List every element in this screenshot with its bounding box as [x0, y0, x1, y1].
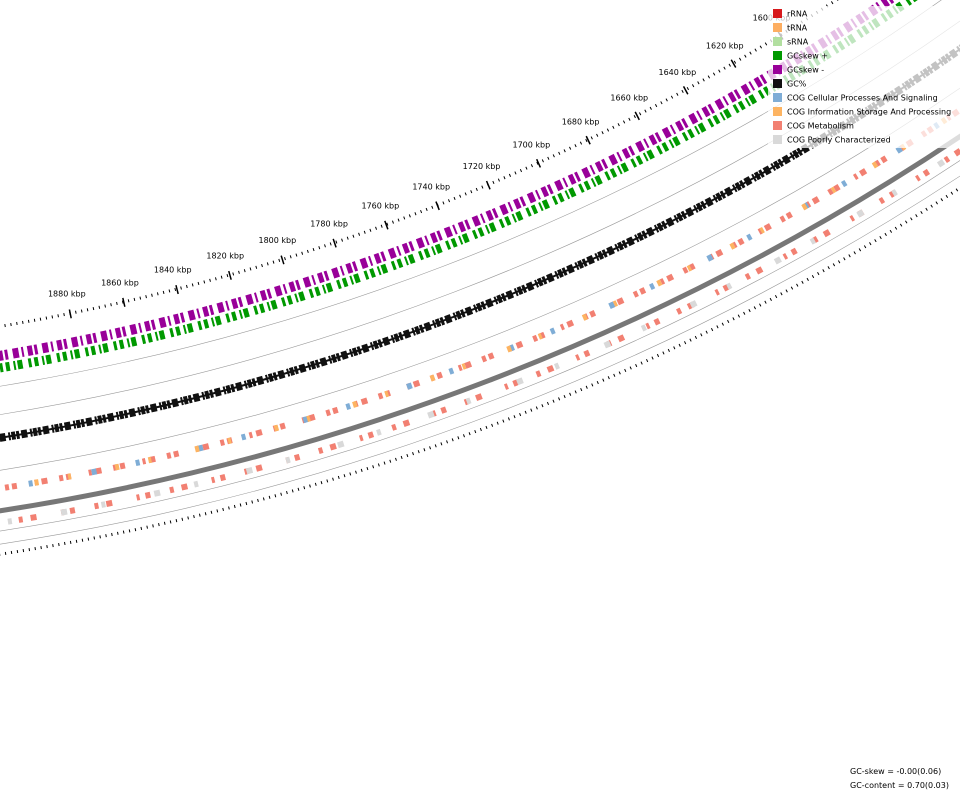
major-tick	[485, 180, 491, 190]
major-tick	[730, 59, 737, 68]
legend-label: COG Information Storage And Processing	[787, 108, 951, 117]
tick-label: 1640 kbp	[658, 68, 696, 77]
legend-swatch	[773, 65, 782, 74]
tick-label: 1620 kbp	[706, 41, 744, 50]
legend-label: GCskew -	[787, 66, 824, 75]
legend-swatch	[773, 37, 782, 46]
legend-swatch	[773, 79, 782, 88]
major-tick	[332, 238, 337, 248]
gc-skew-positive	[0, 0, 898, 361]
track-separator	[0, 175, 960, 545]
tick-label: 1680 kbp	[562, 117, 600, 126]
major-tick	[535, 158, 542, 168]
tick-label: 1660 kbp	[610, 93, 648, 102]
major-tick	[175, 284, 179, 295]
gc-content-summary: GC-content = 0.70(0.03)	[850, 781, 949, 790]
tick-label: 1820 kbp	[206, 252, 244, 261]
legend-label: sRNA	[787, 38, 809, 47]
major-tick	[634, 111, 640, 121]
legend-swatch	[773, 51, 782, 60]
legend-swatch	[773, 107, 782, 116]
track-separator	[0, 87, 960, 471]
legend-label: rRNA	[787, 10, 808, 19]
tick-label: 1880 kbp	[48, 290, 86, 299]
gc-skew-summary: GC-skew = -0.00(0.06)	[850, 767, 941, 776]
track-separator	[0, 20, 960, 415]
track-separator	[0, 160, 960, 532]
major-tick	[122, 297, 126, 307]
tick-label: 1760 kbp	[362, 202, 400, 211]
tracks	[0, 0, 960, 556]
legend-swatch	[773, 9, 782, 18]
tick-label: 1780 kbp	[310, 220, 348, 229]
tick-label: 1860 kbp	[101, 278, 139, 287]
legend-background	[768, 6, 960, 148]
tick-label: 1840 kbp	[154, 266, 192, 275]
legend-label: tRNA	[787, 24, 808, 33]
legend-label: COG Metabolism	[787, 122, 854, 131]
major-tick	[435, 201, 440, 211]
backbone	[0, 133, 960, 514]
legend-label: GC%	[787, 80, 807, 89]
legend-swatch	[773, 135, 782, 144]
legend-label: COG Poorly Characterized	[787, 136, 891, 145]
legend: rRNA tRNA sRNA GCskew + GCskew - GC% COG Cellu…	[768, 6, 960, 148]
major-tick	[68, 309, 72, 319]
major-tick	[585, 135, 591, 145]
tick-label: 1720 kbp	[463, 162, 501, 171]
legend-swatch	[773, 23, 782, 32]
major-tick	[228, 270, 232, 280]
tick-label: 1740 kbp	[412, 182, 450, 191]
gc-content-base	[0, 47, 960, 439]
tick-label: 1700 kbp	[512, 140, 550, 149]
legend-label: COG Cellular Processes And Signaling	[787, 94, 938, 103]
track-separator	[0, 0, 942, 387]
major-tick	[384, 220, 389, 230]
major-tick	[280, 255, 285, 265]
legend-label: GCskew +	[787, 52, 828, 61]
major-tick	[682, 86, 689, 95]
gc-skew-negative	[0, 0, 918, 373]
legend-swatch	[773, 121, 782, 130]
tick-label: 1800 kbp	[259, 236, 297, 245]
legend-swatch	[773, 93, 782, 102]
